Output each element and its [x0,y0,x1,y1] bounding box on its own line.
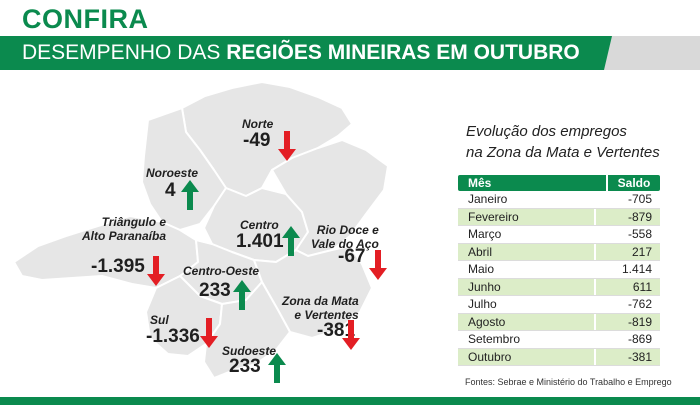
balance-cell: -869 [627,332,652,346]
table-body: Janeiro -705 Fevereiro -879 Março -558 Abril 21… [458,191,660,366]
arrow-down-icon [200,318,218,348]
table-title: Evolução dos empregos na Zona da Mata e … [466,121,660,163]
banner-title-prefix: DESEMPENHO DAS [22,41,227,64]
balance-cell: 611 [632,279,652,294]
region-value: 233 [199,280,231,301]
region-name-line: Alto Paranaíba [82,229,167,243]
month-cell: Outubro [458,348,596,365]
table-title-line2: na Zona da Mata e Vertentes [466,144,660,161]
table-row: Julho -762 [458,296,660,314]
region-name: Centro-Oeste [183,264,259,278]
region-name-line: Zona da Mata [282,294,359,308]
region-noroeste [141,107,227,231]
arrow-up-icon [268,353,286,383]
source-note: Fontes: Sebrae e Ministério do Trabalho … [465,377,672,387]
bottom-rule [0,397,700,405]
month-cell: Junho [458,278,596,295]
section-kicker: CONFIRA [22,4,149,34]
region-name: Triângulo e Alto Paranaíba [82,215,166,243]
balance-cell: -558 [627,227,652,241]
region-value: -1.395 [91,256,145,277]
region-name-line: Triângulo e [101,215,167,229]
region-name: Zona da Mata e Vertentes [282,294,359,322]
region-name: Noroeste [146,166,198,180]
table-row: Junho 611 [458,278,660,296]
balance-cell: 217 [631,244,652,259]
region-name-line: e Vertentes [294,308,359,322]
table-row: Fevereiro -879 [458,208,660,226]
table-row: Setembro -869 [458,331,660,349]
table-title-line1: Evolução dos empregos [466,123,627,140]
month-cell: Maio [458,261,596,278]
table-row: Outubro -381 [458,348,660,366]
banner-tail [604,36,700,70]
banner-title: DESEMPENHO DAS REGIÕES MINEIRAS EM OUTUB… [22,36,580,70]
region-value: 4 [165,180,176,201]
month-cell: Fevereiro [458,208,596,225]
table-row: Maio 1.414 [458,261,660,279]
region-name: Norte [242,117,273,131]
arrow-up-icon [181,180,199,210]
arrow-down-icon [278,131,296,161]
arrow-down-icon [147,256,165,286]
balance-cell: 1.414 [621,262,652,276]
table-row: Abril 217 [458,243,660,261]
month-cell: Abril [458,243,596,260]
region-name-line: Norte [242,117,274,131]
month-cell: Julho [458,296,596,313]
month-cell: Agosto [458,313,596,330]
balance-cell: -819 [627,314,652,329]
region-name-line: Sudoeste [222,344,277,358]
region-name: Sul [150,313,169,327]
region-name: Centro [240,218,279,232]
balance-cell: -381 [627,349,652,364]
region-value: 1.401 [236,231,284,252]
arrow-up-icon [233,280,251,310]
region-name-line: Vale do Aço [311,237,379,251]
banner-title-bold: REGIÕES MINEIRAS EM OUTUBRO [226,41,580,64]
month-cell: Janeiro [458,191,596,208]
table-row: Janeiro -705 [458,191,660,209]
region-value: -67 [338,246,366,267]
region-value: -381 [317,320,356,341]
region-name-line: Sul [150,313,169,327]
table-header: Mês Saldo [458,175,660,191]
arrow-up-icon [282,226,300,256]
table-row: Março -558 [458,226,660,244]
employment-table: Mês Saldo Janeiro -705 Fevereiro -879 Março -… [458,175,660,366]
region-name-line: Noroeste [146,166,199,180]
region-name: Sudoeste [222,344,276,358]
title-banner: DESEMPENHO DAS REGIÕES MINEIRAS EM OUTUB… [0,36,612,70]
balance-cell: -705 [627,192,652,206]
arrow-down-icon [369,250,387,280]
table-row: Agosto -819 [458,313,660,331]
balance-cell: -879 [627,209,652,224]
region-value: 233 [229,356,261,377]
month-cell: Setembro [458,331,596,348]
region-value: -1.336 [146,326,200,347]
region-name: Rio Doce e Vale do Aço [311,223,379,251]
balance-cell: -762 [627,297,652,311]
arrow-down-icon [342,320,360,350]
month-cell: Março [458,226,596,243]
header-month: Mês [458,175,608,191]
header-balance: Saldo [617,176,651,190]
minas-gerais-map [13,81,389,379]
region-value: -49 [243,130,271,151]
region-name-line: Centro-Oeste [183,264,260,278]
region-name-line: Centro [240,218,279,232]
region-name-line: Rio Doce e [316,223,379,237]
